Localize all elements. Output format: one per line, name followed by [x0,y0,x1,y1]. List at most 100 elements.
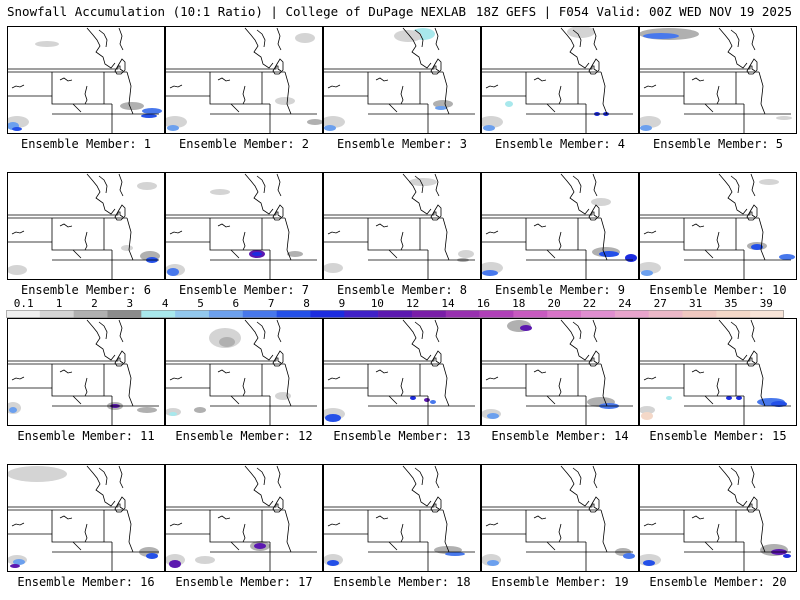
lake-outline [592,27,598,51]
panel-frame [7,26,165,134]
lake-outline [434,465,440,489]
state-borders [639,27,791,134]
lake-outline [86,465,116,507]
chart-title: Snowfall Accumulation (10:1 Ratio) | Col… [7,4,467,19]
michigan-outline [114,496,126,513]
lake-outline [718,465,748,507]
snowfall-area [252,252,262,256]
colorbar-tick-label: 35 [724,297,737,310]
ensemble-member-label: Ensemble Member: 11 [17,429,155,443]
river-detail [327,376,341,381]
state-line [758,509,766,553]
michigan-outline [588,350,600,367]
map-background [7,172,165,280]
lake-outline [750,319,756,343]
michigan-outline [114,58,126,75]
state-line [525,72,586,105]
map-background [481,172,639,280]
snowfall-area [10,564,20,568]
member-map [165,464,323,572]
member-map [7,26,165,134]
ensemble-member-label: Ensemble Member: 10 [649,283,787,297]
lake-outline [560,173,590,215]
state-line [126,71,134,115]
river-detail [11,84,25,89]
river-detail [558,85,562,105]
lake-outline [718,319,748,361]
river-detail [375,369,389,374]
ensemble-member-label: Ensemble Member: 18 [333,575,471,589]
state-line [126,217,134,261]
lake-outline [750,27,756,51]
river-detail [716,85,720,105]
ensemble-member-label: Ensemble Member: 3 [336,137,468,151]
state-line [209,218,270,251]
michigan-outline [430,496,442,513]
map-background [165,318,323,426]
state-borders [481,465,633,572]
panel-frame [7,318,165,426]
state-borders [7,465,159,572]
river-detail [691,223,705,228]
ensemble-member-label: Ensemble Member: 13 [333,429,471,443]
river-detail [72,541,82,551]
panel-frame [481,318,639,426]
snowfall-area [643,560,655,566]
map-background [323,318,481,426]
lake-outline [98,321,108,340]
ensemble-member-panel: Ensemble Member: 10 [639,172,797,297]
canada-border [639,211,756,218]
lake-outline [560,465,590,507]
ensemble-member-panel: Ensemble Member: 6 [7,172,165,297]
lake-outline [718,27,748,69]
river-detail [375,515,389,520]
state-line [284,509,292,553]
panel-frame [165,172,323,280]
michigan-outline [114,350,126,367]
member-map [323,318,481,426]
snowfall-area [7,466,67,482]
snowfall-area [599,251,619,257]
canada-border [481,65,598,72]
river-detail [691,77,705,82]
state-line [600,363,608,407]
river-detail [84,523,88,543]
river-detail [72,103,82,113]
canada-border [7,503,124,510]
canada-border [639,503,756,510]
map-background [7,464,165,572]
state-line [126,509,134,553]
state-line [683,510,744,543]
colorbar-tick-label: 12 [406,297,419,310]
map-background [481,318,639,426]
state-line [442,71,450,115]
state-line [209,510,270,543]
ensemble-member-panel: Ensemble Member: 13 [323,318,481,443]
lake-outline [276,173,282,197]
snowfall-area [254,543,266,549]
lake-outline [244,173,274,215]
colorbar-swatch [242,310,277,318]
lake-outline [414,29,424,48]
state-borders [165,173,317,280]
michigan-outline [746,204,758,221]
snowfall-area [169,412,177,416]
member-map [323,464,481,572]
colorbar-tick-label: 27 [654,297,667,310]
panel-frame [639,318,797,426]
colorbar-swatch [141,310,176,318]
member-map [481,464,639,572]
panel-frame [165,26,323,134]
colorbar-tick-label: 7 [268,297,275,310]
snowfall-area [424,398,430,402]
ensemble-member-panel: Ensemble Member: 16 [7,464,165,589]
model-run-info: 18Z GEFS | F054 Valid: 00Z WED NOV 19 20… [475,4,792,19]
colorbar-swatch [175,310,210,318]
ensemble-member-label: Ensemble Member: 6 [20,283,152,297]
ensemble-member-panel: Ensemble Member: 9 [481,172,639,297]
ensemble-member-panel: Ensemble Member: 20 [639,464,797,589]
colorbar-tick-label: 16 [477,297,490,310]
river-detail [400,523,404,543]
river-detail [533,77,547,82]
river-detail [169,522,183,527]
